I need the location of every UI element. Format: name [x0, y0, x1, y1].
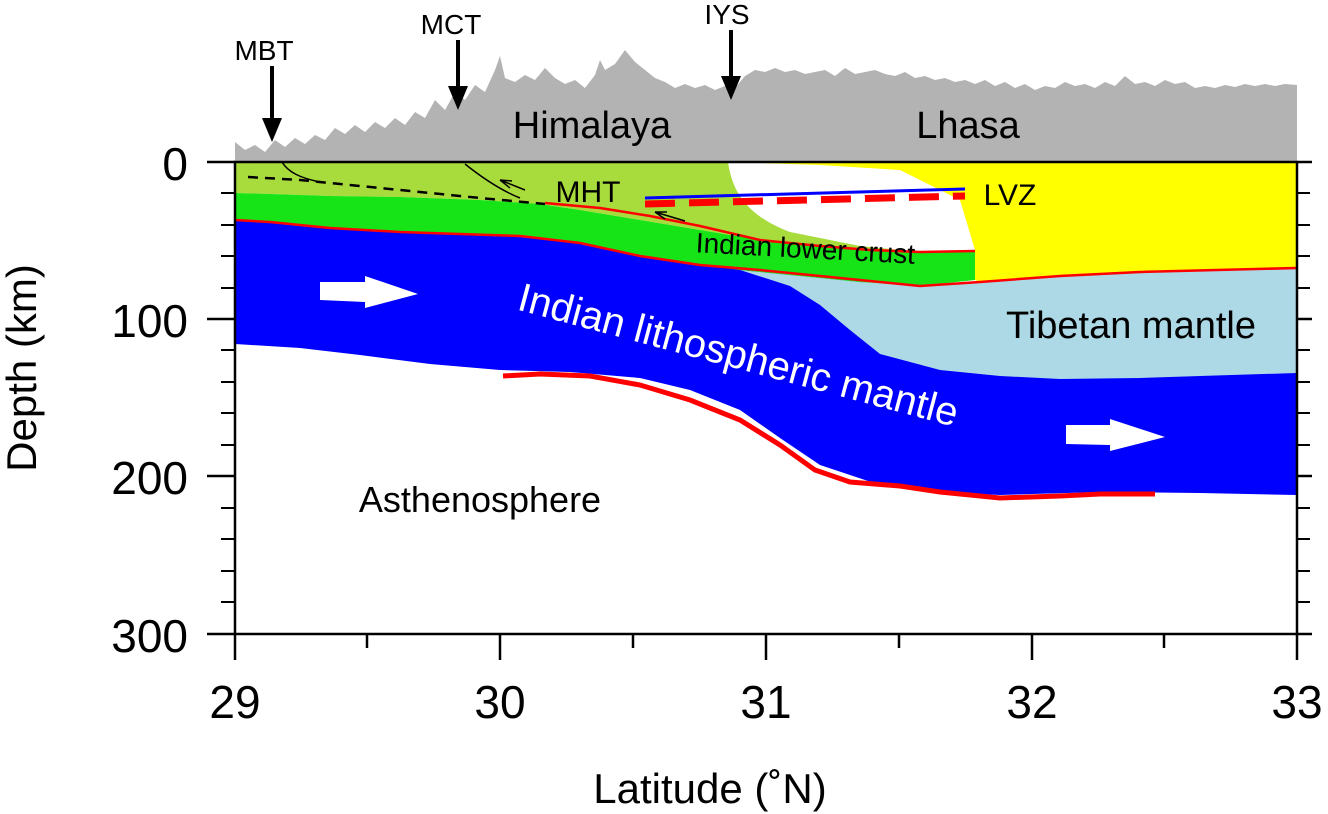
mht-label: MHT — [556, 176, 621, 209]
y-minor-ticks — [221, 192, 1310, 603]
mbt-fault-line — [281, 161, 321, 183]
y-major-ticks — [207, 160, 1312, 636]
flow-arrow-right — [1066, 419, 1165, 451]
mbt-label: MBT — [234, 35, 293, 66]
shear-arrow-upper — [499, 179, 526, 191]
y-tick-label-200: 200 — [111, 452, 188, 504]
tibetan-crust-region — [728, 162, 1297, 282]
x-tick-label-33: 33 — [1271, 676, 1322, 728]
mct-fault-line — [464, 163, 521, 199]
y-tick-label-300: 300 — [111, 610, 188, 662]
x-tick-label-32: 32 — [1006, 676, 1057, 728]
flow-arrow-left — [320, 276, 418, 308]
tibetan-mantle-region — [740, 268, 1297, 379]
topography-profile — [235, 50, 1297, 162]
moho-boundary — [234, 218, 1298, 288]
mct-arrow — [448, 40, 468, 110]
lower-crust-top-boundary — [544, 201, 976, 254]
lhasa-label: Lhasa — [916, 105, 1020, 147]
x-axis-label: Latitude (˚N) — [593, 765, 826, 812]
lithosphere-base-boundary — [502, 371, 1155, 501]
tibetan-mantle-label: Tibetan mantle — [1006, 305, 1256, 347]
lvz-label: LVZ — [984, 179, 1037, 212]
asthenosphere-label: Asthenosphere — [359, 479, 601, 520]
lvz-top-line — [644, 187, 966, 200]
mht-dashed-fault — [247, 175, 546, 206]
indian-lower-crust-region — [235, 193, 975, 286]
x-tick-label-31: 31 — [740, 676, 791, 728]
mbt-arrow — [262, 66, 282, 142]
x-ticks — [233, 634, 1299, 660]
shear-arrow-lower — [654, 211, 686, 222]
iys-label: IYS — [704, 0, 749, 30]
x-tick-label-30: 30 — [474, 676, 525, 728]
mct-label: MCT — [421, 9, 482, 40]
lvz-dashed-line — [644, 192, 966, 208]
y-axis-label: Depth (km) — [0, 264, 45, 472]
iys-arrow — [721, 30, 741, 100]
himalaya-label: Himalaya — [513, 105, 672, 147]
y-tick-label-100: 100 — [111, 295, 188, 347]
y-tick-label-0: 0 — [162, 138, 188, 190]
x-tick-label-29: 29 — [209, 676, 260, 728]
